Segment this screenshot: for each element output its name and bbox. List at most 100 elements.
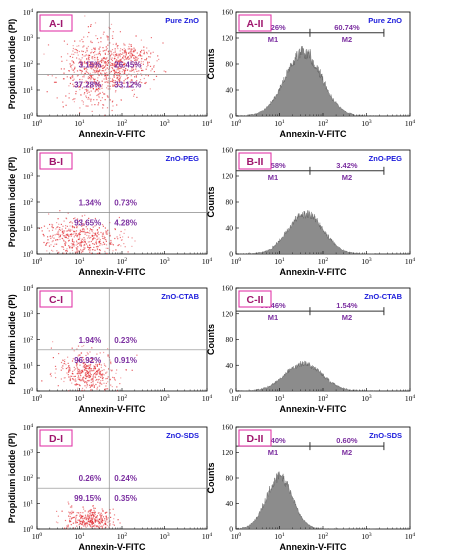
scatter-point <box>86 231 88 233</box>
scatter-point <box>97 363 99 366</box>
scatter-point <box>105 232 107 234</box>
scatter-point <box>114 91 117 93</box>
scatter-point <box>111 243 113 245</box>
scatter-point <box>86 58 88 60</box>
scatter-point <box>91 68 93 70</box>
scatter-point <box>60 378 62 380</box>
scatter-point <box>78 45 80 47</box>
scatter-point <box>43 241 45 244</box>
scatter-point <box>92 71 94 73</box>
scatter-point <box>102 64 104 67</box>
scatter-point <box>112 105 114 107</box>
scatter-point <box>81 78 83 81</box>
scatter-point <box>83 93 85 95</box>
scatter-point <box>92 384 94 386</box>
scatter-point <box>69 378 71 381</box>
scatter-point <box>68 235 70 237</box>
scatter-point <box>82 251 84 253</box>
scatter-point <box>146 66 148 68</box>
scatter-point <box>109 88 111 90</box>
scatter-point <box>82 520 85 522</box>
scatter-point <box>125 50 127 52</box>
scatter-point <box>91 521 93 524</box>
scatter-point <box>74 234 76 236</box>
scatter-point <box>95 89 97 91</box>
scatter-point <box>103 62 105 64</box>
scatter-point <box>124 44 126 46</box>
scatter-point <box>68 70 70 72</box>
scatter-point <box>96 519 98 521</box>
scatter-point <box>88 56 90 59</box>
m1-percent: 96.58% <box>260 161 286 170</box>
scatter-point <box>86 385 88 387</box>
scatter-point <box>92 229 94 231</box>
m1-label: M1 <box>268 173 278 182</box>
scatter-point <box>79 89 81 91</box>
x-tick-label: 101 <box>74 257 85 266</box>
scatter-point <box>70 513 73 515</box>
scatter-point <box>140 67 142 69</box>
scatter-point <box>90 66 92 68</box>
scatter-point <box>123 82 125 84</box>
m2-percent: 0.60% <box>336 436 358 445</box>
scatter-point <box>105 49 107 51</box>
scatter-point <box>101 520 103 522</box>
scatter-point <box>87 76 90 78</box>
scatter-point <box>76 234 79 236</box>
scatter-point <box>82 41 84 43</box>
scatter-point <box>104 49 106 52</box>
scatter-point <box>105 61 107 63</box>
scatter-point <box>97 245 99 247</box>
scatter-point <box>63 68 65 70</box>
scatter-point <box>99 370 101 373</box>
scatter-point <box>55 239 57 241</box>
scatter-point <box>106 525 108 527</box>
scatter-point <box>140 60 142 62</box>
scatter-point <box>107 96 109 98</box>
scatter-point <box>92 512 94 514</box>
scatter-point <box>81 523 83 525</box>
scatter-point <box>72 50 74 52</box>
scatter-point <box>110 80 112 82</box>
scatter-point <box>77 251 79 253</box>
scatter-point <box>53 237 55 239</box>
scatter-point <box>80 516 83 518</box>
scatter-point <box>83 376 85 378</box>
scatter-point <box>102 373 104 375</box>
scatter-point <box>82 377 84 379</box>
scatter-point <box>76 225 78 227</box>
scatter-point <box>81 241 83 243</box>
scatter-point <box>78 512 80 514</box>
scatter-point <box>85 366 87 368</box>
panel-tag-label: B-II <box>247 156 264 168</box>
scatter-point <box>68 97 70 99</box>
scatter-point <box>94 51 96 53</box>
scatter-point <box>73 218 75 220</box>
scatter-point <box>79 354 81 356</box>
scatter-point <box>79 377 81 379</box>
scatter-point <box>92 374 95 376</box>
scatter-point <box>91 85 93 87</box>
scatter-point <box>68 228 70 230</box>
scatter-point <box>80 517 82 519</box>
scatter-point <box>115 54 117 56</box>
scatter-point <box>80 242 82 244</box>
scatter-point <box>87 96 90 99</box>
scatter-point <box>87 517 89 519</box>
scatter-point <box>80 359 82 361</box>
scatter-point <box>96 252 99 255</box>
scatter-point <box>76 512 78 514</box>
scatter-point <box>97 41 100 44</box>
scatter-point <box>123 243 125 245</box>
x-tick-label: 104 <box>405 119 416 128</box>
scatter-point <box>106 231 108 233</box>
scatter-point <box>113 81 115 84</box>
scatter-point <box>96 242 98 244</box>
scatter-point <box>88 374 90 377</box>
scatter-point <box>87 86 89 88</box>
scatter-point <box>73 78 75 80</box>
scatter-point <box>128 48 130 50</box>
scatter-point <box>94 56 96 58</box>
scatter-point <box>81 50 83 52</box>
scatter-point <box>123 59 125 61</box>
